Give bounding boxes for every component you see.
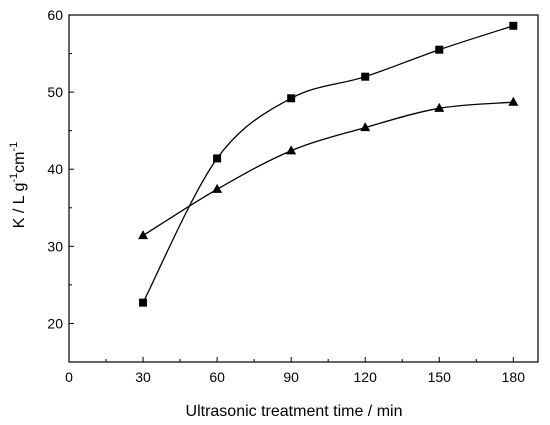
y-axis-title-exp2: -1 xyxy=(8,142,20,152)
x-tick-label: 0 xyxy=(65,369,73,385)
ticks: 0 30 60 90 120 150 180 20 30 40 50 60 xyxy=(47,7,525,385)
data-point-triangle xyxy=(212,183,223,193)
y-tick-label: 30 xyxy=(47,238,63,254)
series-triangle xyxy=(138,96,519,240)
series-square xyxy=(139,21,518,307)
series-line-square xyxy=(142,25,514,303)
y-axis-title: K / L g-1cm-1 xyxy=(8,142,28,229)
x-tick-label: 120 xyxy=(354,369,378,385)
x-axis-title: Ultrasonic treatment time / min xyxy=(186,403,403,420)
y-tick-label: 40 xyxy=(47,161,63,177)
y-axis-title-mid: cm xyxy=(11,152,28,173)
y-axis-title-base: K / L g xyxy=(11,183,28,229)
data-point-square xyxy=(435,45,444,54)
data-point-triangle xyxy=(508,96,519,106)
data-point-triangle xyxy=(138,230,149,240)
data-point-square xyxy=(361,72,370,81)
y-tick-label: 20 xyxy=(47,315,63,331)
x-tick-label: 150 xyxy=(428,369,452,385)
series-group xyxy=(138,21,519,307)
plot-frame xyxy=(68,14,539,363)
data-point-triangle xyxy=(286,145,297,155)
y-tick-label: 60 xyxy=(47,7,63,23)
data-point-square xyxy=(509,21,518,30)
x-tick-label: 60 xyxy=(209,369,225,385)
x-tick-label: 30 xyxy=(135,369,151,385)
x-tick-label: 90 xyxy=(283,369,299,385)
data-point-triangle xyxy=(360,122,371,132)
y-tick-label: 50 xyxy=(47,84,63,100)
data-point-square xyxy=(139,298,148,307)
data-point-square xyxy=(213,154,222,163)
y-axis-title-exp1: -1 xyxy=(8,173,20,183)
data-point-triangle xyxy=(434,102,445,112)
axes xyxy=(68,14,539,363)
x-tick-label: 180 xyxy=(502,369,526,385)
series-line-triangle xyxy=(142,101,514,237)
data-point-square xyxy=(287,94,296,103)
